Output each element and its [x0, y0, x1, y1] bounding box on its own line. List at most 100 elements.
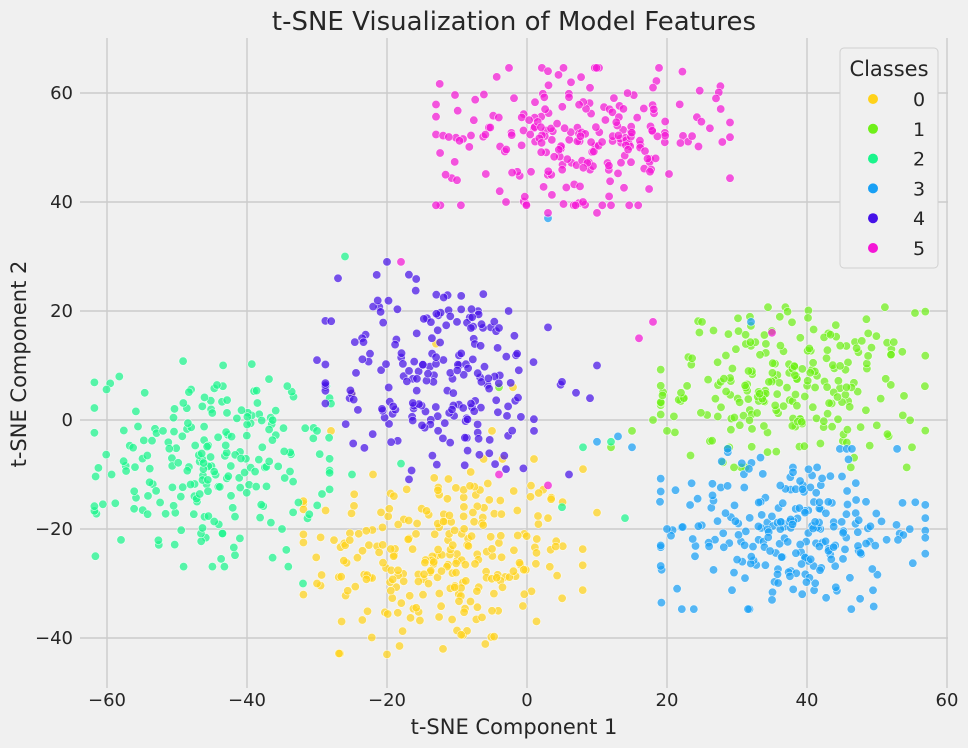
- data-point: [336, 572, 346, 582]
- data-point: [889, 337, 899, 347]
- data-point: [433, 426, 443, 436]
- data-point: [856, 422, 866, 432]
- data-point: [325, 468, 335, 478]
- data-point: [642, 154, 652, 164]
- data-point: [662, 426, 672, 436]
- data-point: [763, 302, 773, 312]
- data-point: [227, 432, 237, 442]
- data-point: [753, 521, 763, 531]
- data-point: [799, 441, 809, 451]
- data-point: [754, 497, 764, 507]
- data-point: [735, 397, 745, 407]
- legend: Classes 0 1 2 3 4 5: [839, 47, 939, 269]
- data-point: [729, 412, 739, 422]
- data-point: [656, 598, 666, 608]
- data-point: [372, 270, 382, 280]
- data-point: [102, 384, 112, 394]
- data-point: [639, 104, 649, 114]
- data-point: [398, 359, 408, 369]
- legend-marker-1: [868, 123, 878, 134]
- data-point: [474, 450, 484, 460]
- data-point: [448, 388, 458, 398]
- data-point: [429, 473, 439, 483]
- data-point: [240, 467, 250, 477]
- data-point: [607, 107, 617, 117]
- data-point: [872, 570, 882, 580]
- data-point: [184, 387, 194, 397]
- data-point: [350, 337, 360, 347]
- data-point: [609, 93, 619, 103]
- data-point: [727, 363, 737, 373]
- data-point: [743, 604, 753, 614]
- data-point: [531, 616, 541, 626]
- data-point: [235, 483, 245, 493]
- data-point: [509, 331, 519, 341]
- data-point: [89, 377, 99, 387]
- data-point: [501, 145, 511, 155]
- data-point: [222, 395, 232, 405]
- data-point: [655, 497, 665, 507]
- data-point: [723, 329, 733, 339]
- data-point: [198, 523, 208, 533]
- data-point: [687, 478, 697, 488]
- data-point: [882, 429, 892, 439]
- data-point: [378, 540, 388, 550]
- x-axis-title: t-SNE Component 1: [411, 715, 618, 739]
- data-point: [519, 565, 529, 575]
- data-point: [404, 270, 414, 280]
- data-point: [521, 200, 531, 210]
- y-tick-label: 60: [50, 83, 73, 104]
- data-point: [585, 83, 595, 93]
- data-point: [439, 292, 449, 302]
- data-point: [826, 554, 836, 564]
- data-point: [543, 66, 553, 76]
- data-point: [768, 358, 778, 368]
- data-point: [213, 432, 223, 442]
- data-point: [524, 115, 534, 125]
- data-point: [842, 425, 852, 435]
- data-point: [791, 548, 801, 558]
- data-point: [477, 612, 487, 622]
- data-point: [861, 497, 871, 507]
- data-point: [499, 451, 509, 461]
- data-point: [281, 545, 291, 555]
- data-point: [408, 544, 418, 554]
- data-point: [173, 458, 183, 468]
- data-point: [543, 480, 553, 490]
- data-point: [490, 459, 500, 469]
- data-point: [713, 411, 723, 421]
- data-point: [703, 375, 713, 385]
- data-point: [805, 368, 815, 378]
- data-point: [773, 578, 783, 588]
- data-point: [716, 402, 726, 412]
- data-point: [764, 377, 774, 387]
- data-point: [576, 72, 586, 82]
- data-point: [869, 601, 879, 611]
- data-point: [438, 433, 448, 443]
- data-point: [744, 464, 754, 474]
- data-point: [419, 314, 429, 324]
- data-point: [325, 484, 335, 494]
- data-point: [882, 535, 892, 545]
- data-point: [627, 128, 637, 138]
- data-point: [516, 412, 526, 422]
- data-point: [549, 152, 559, 162]
- data-point: [543, 513, 553, 523]
- data-point: [627, 442, 637, 452]
- data-point: [417, 420, 427, 430]
- data-point: [707, 479, 717, 489]
- data-point: [533, 511, 543, 521]
- data-point: [427, 451, 437, 461]
- data-point: [829, 542, 839, 552]
- data-point: [216, 554, 226, 564]
- data-point: [433, 325, 443, 335]
- data-point: [450, 90, 460, 100]
- data-point: [393, 519, 403, 529]
- data-point: [733, 313, 743, 323]
- data-point: [131, 406, 141, 416]
- data-point: [853, 387, 863, 397]
- data-point: [368, 302, 378, 312]
- data-point: [747, 424, 757, 434]
- data-point: [435, 148, 445, 158]
- data-point: [760, 560, 770, 570]
